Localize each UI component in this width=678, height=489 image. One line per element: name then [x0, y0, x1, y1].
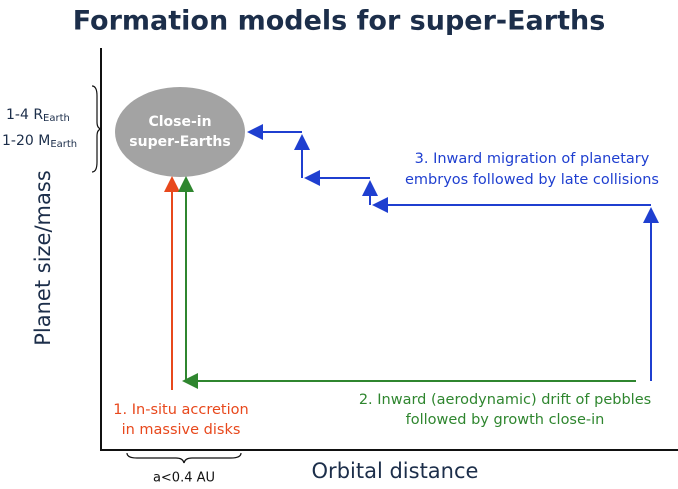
model-1-label: in massive disks — [122, 422, 241, 438]
target-label: super-Earths — [129, 134, 230, 150]
mass-sub: Earth — [50, 139, 77, 150]
x-axis-label: Orbital distance — [312, 459, 479, 483]
distance-range: a<0.4 AU — [153, 471, 215, 486]
distance-brace — [126, 452, 242, 464]
mass-main: 1-20 M — [2, 133, 50, 149]
mass-range: 1-20 MEarth — [2, 133, 77, 150]
model-1-label: 1. In-situ accretion — [113, 402, 248, 418]
size-main: 1-4 R — [6, 107, 43, 123]
size-range: 1-4 REarth — [6, 107, 70, 124]
model-2-label: followed by growth close-in — [406, 412, 605, 428]
title: Formation models for super-Earths — [73, 6, 606, 37]
size-brace — [91, 85, 103, 173]
model-3-label: embryos followed by late collisions — [405, 172, 659, 188]
y-axis-label: Planet size/mass — [31, 170, 55, 346]
arrow-migration — [247, 124, 659, 381]
size-sub: Earth — [43, 113, 70, 124]
model-3-label: 3. Inward migration of planetary — [415, 151, 650, 167]
target-label: Close-in — [148, 114, 211, 130]
model-2-label: 2. Inward (aerodynamic) drift of pebbles — [359, 392, 651, 408]
target-ellipse — [115, 87, 245, 177]
